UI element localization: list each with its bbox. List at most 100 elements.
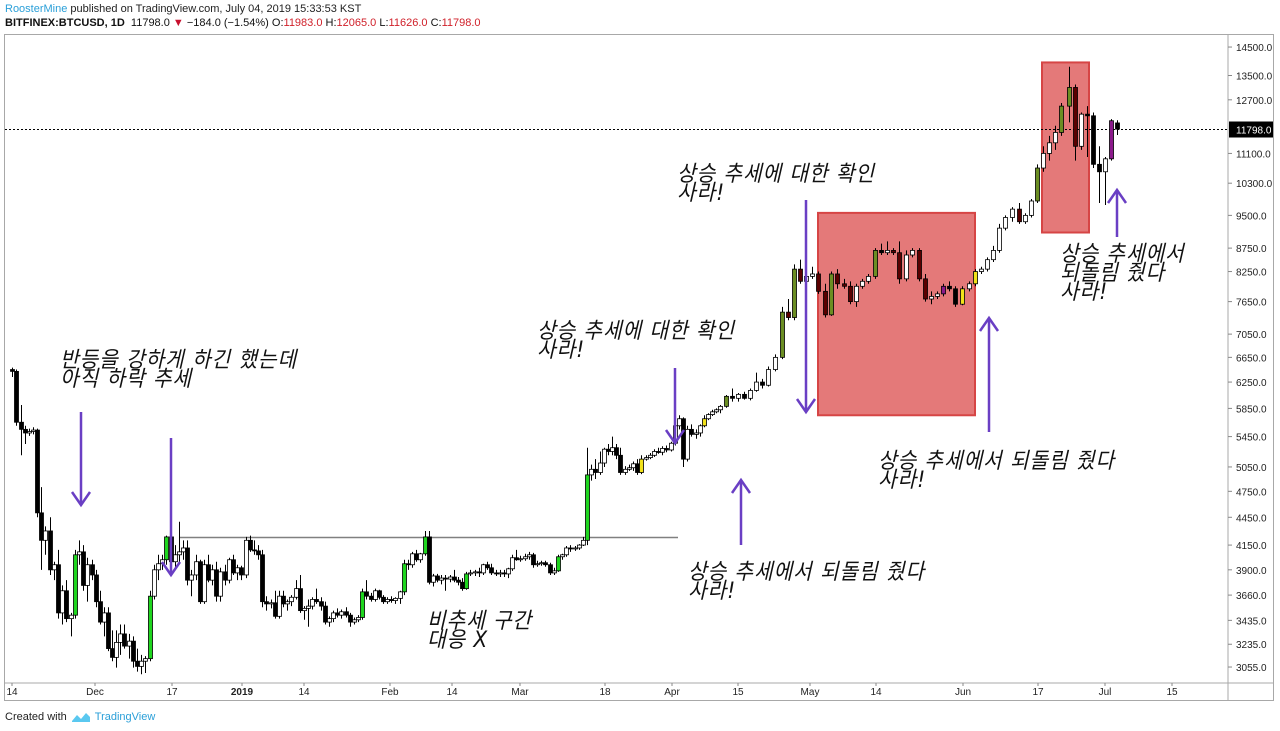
- candle: [456, 579, 461, 583]
- candle: [377, 590, 382, 598]
- candle: [694, 432, 699, 435]
- candle: [310, 599, 315, 607]
- candle: [941, 285, 946, 295]
- candle: [631, 463, 636, 469]
- price-axis[interactable]: 14500.0 13500.0 12700.0 11100.0 10300.0 9500.…: [1227, 35, 1273, 700]
- candle: [498, 572, 503, 575]
- candle: [285, 601, 290, 605]
- candle: [829, 273, 834, 316]
- candle: [1073, 87, 1078, 147]
- candle: [352, 619, 357, 623]
- price-tick-label: 8750.0: [1236, 244, 1267, 255]
- candle: [410, 553, 415, 566]
- candle: [623, 468, 628, 473]
- candle: [627, 467, 632, 470]
- candle: [714, 409, 719, 413]
- candle: [742, 393, 747, 399]
- candle: [585, 474, 590, 541]
- candle: [398, 591, 403, 599]
- candle: [64, 590, 69, 620]
- candle: [10, 369, 15, 372]
- candle: [502, 572, 507, 575]
- candle: [194, 561, 199, 576]
- candle: [418, 553, 423, 561]
- candle: [69, 614, 74, 620]
- candle: [39, 512, 44, 541]
- time-tick-label: 15: [732, 687, 744, 698]
- candle: [106, 612, 111, 649]
- candle: [381, 596, 386, 603]
- open-value: 11983.0: [283, 17, 323, 29]
- candle: [669, 442, 674, 451]
- price-tick-label: 10300.0: [1236, 179, 1273, 190]
- symbol-name: BITFINEX:BTCUSD, 1D: [5, 17, 125, 29]
- candle: [1003, 217, 1008, 229]
- candle: [264, 601, 269, 605]
- high-label: H:: [325, 17, 337, 29]
- candle: [652, 451, 657, 456]
- arrow-head-icon: [730, 477, 752, 494]
- candle: [485, 564, 490, 569]
- candle: [435, 575, 440, 581]
- candle: [143, 658, 148, 662]
- candle: [289, 596, 294, 603]
- candle: [706, 414, 711, 420]
- candle: [323, 605, 328, 623]
- candle: [518, 558, 523, 561]
- candle: [573, 547, 578, 550]
- candle: [356, 617, 361, 621]
- candle: [210, 569, 215, 581]
- candle: [991, 250, 996, 261]
- time-tick-label: Dec: [86, 687, 104, 698]
- candle: [464, 573, 469, 590]
- candle: [218, 571, 223, 597]
- author-link[interactable]: RoosterMine: [5, 3, 68, 15]
- candle: [816, 273, 821, 292]
- candle: [14, 370, 19, 423]
- candle: [48, 530, 53, 571]
- candle: [523, 556, 528, 560]
- candle: [593, 468, 598, 473]
- candle: [260, 554, 265, 603]
- candle: [360, 591, 365, 618]
- candle: [953, 288, 958, 305]
- candle: [897, 252, 902, 280]
- candle: [364, 591, 369, 597]
- candle: [1079, 113, 1084, 147]
- candle: [118, 633, 123, 643]
- candle: [406, 563, 411, 566]
- price-tick-label: 5050.0: [1236, 463, 1267, 474]
- candle: [439, 577, 444, 581]
- candle: [531, 554, 536, 566]
- candle: [610, 447, 615, 452]
- price-tick-label: 4450.0: [1236, 513, 1267, 524]
- candle: [473, 571, 478, 574]
- time-tick-label: 2019: [231, 687, 254, 698]
- candle: [427, 536, 432, 583]
- candle: [423, 536, 428, 555]
- chart-frame[interactable]: [4, 34, 1274, 701]
- candle: [635, 463, 640, 473]
- note-pullback-2: 상승 추세에서 되돌림 줬다 사라!: [878, 449, 1116, 493]
- candle: [660, 448, 665, 453]
- published-text: published on TradingView.com, July 04, 2…: [70, 3, 362, 15]
- candle: [1091, 115, 1096, 165]
- candle: [602, 448, 607, 464]
- candle: [198, 561, 203, 603]
- candle: [269, 602, 274, 605]
- time-axis[interactable]: 14 Dec 17 2019 14 Feb 14 Mar 18 Apr 15 May 14 Jun 17 Ju…: [5, 682, 1273, 698]
- tradingview-brand-link[interactable]: TradingView: [94, 711, 156, 723]
- candle: [85, 564, 90, 586]
- candle: [548, 564, 553, 574]
- candle: [452, 576, 457, 581]
- candle: [929, 296, 934, 300]
- candle: [294, 588, 299, 598]
- candle: [639, 458, 644, 473]
- candle: [780, 311, 785, 358]
- down-triangle-icon: ▼: [172, 17, 184, 29]
- candle: [448, 576, 453, 580]
- candle: [443, 577, 448, 580]
- arrow-head-icon: [160, 561, 182, 578]
- candle: [77, 551, 82, 556]
